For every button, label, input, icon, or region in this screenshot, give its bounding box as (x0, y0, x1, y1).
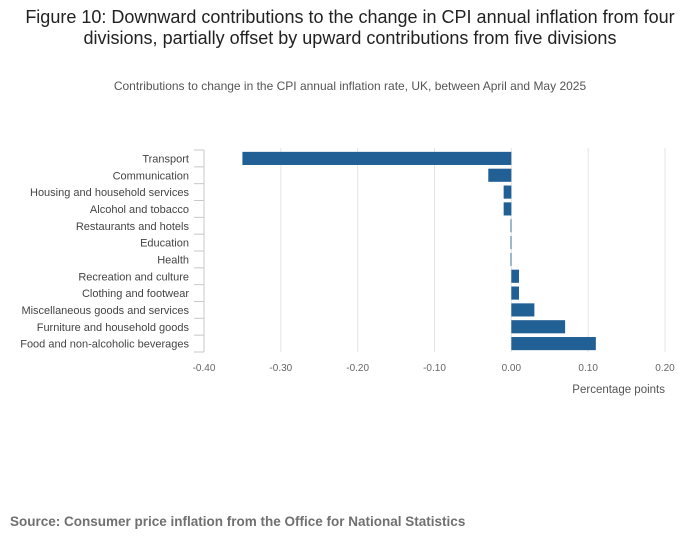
x-tick-label: -0.40 (193, 363, 216, 374)
source-note: Source: Consumer price inflation from th… (10, 514, 466, 529)
category-label: Alcohol and tobacco (90, 204, 189, 216)
bar-transport[interactable] (242, 151, 512, 165)
chart-subtitle: Contributions to change in the CPI annua… (113, 79, 587, 93)
bar-communication[interactable] (488, 168, 512, 182)
x-tick-label: 0.00 (502, 363, 522, 374)
category-label: Miscellaneous goods and services (21, 305, 189, 317)
category-label: Recreation and culture (78, 271, 189, 283)
category-label: Clothing and footwear (82, 288, 189, 300)
category-label: Communication (113, 170, 189, 182)
category-label: Food and non-alcoholic beverages (20, 339, 189, 351)
bar-education[interactable] (510, 236, 512, 250)
bar-miscellaneous-goods-and-services[interactable] (511, 303, 535, 317)
bar-housing-and-household-services[interactable] (503, 185, 512, 199)
category-label: Restaurants and hotels (76, 221, 190, 233)
category-label: Education (140, 238, 189, 250)
bar-alcohol-and-tobacco[interactable] (503, 202, 512, 216)
bar-food-and-non-alcoholic-beverages[interactable] (511, 337, 596, 351)
category-label: Transport (142, 153, 189, 165)
x-tick-label: -0.30 (269, 363, 292, 374)
category-label: Housing and household services (30, 187, 189, 199)
category-label: Health (157, 254, 189, 266)
chart-title: Figure 10: Downward contributions to the… (25, 7, 675, 48)
bar-furniture-and-household-goods[interactable] (511, 320, 566, 334)
bar-health[interactable] (510, 252, 512, 266)
category-label: Furniture and household goods (37, 322, 190, 334)
bar-clothing-and-footwear[interactable] (511, 286, 520, 300)
x-tick-label: 0.10 (578, 363, 598, 374)
x-tick-label: -0.10 (423, 363, 446, 374)
x-tick-label: 0.20 (655, 363, 675, 374)
x-tick-label: -0.20 (346, 363, 369, 374)
bar-recreation-and-culture[interactable] (511, 269, 520, 283)
x-axis-label: Percentage points (572, 384, 665, 396)
bar-restaurants-and-hotels[interactable] (510, 219, 512, 233)
